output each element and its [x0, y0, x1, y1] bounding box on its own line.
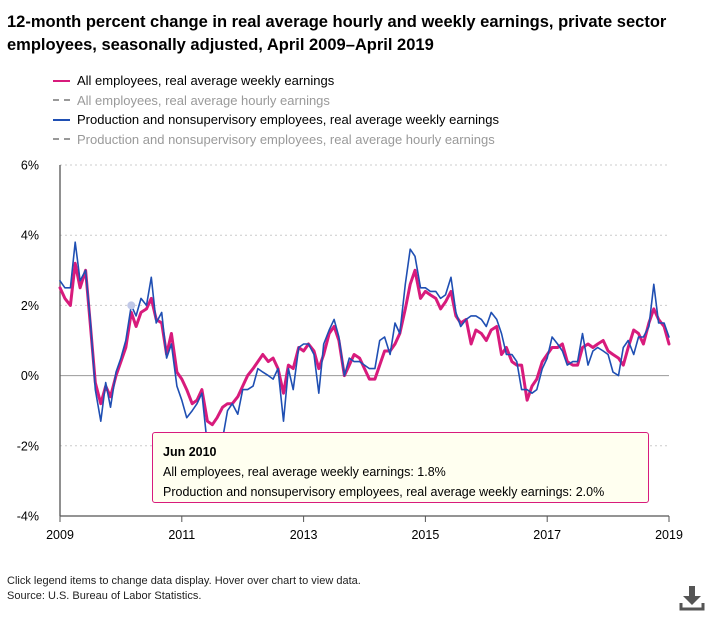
y-tick-label: 0%: [21, 369, 39, 383]
legend-swatch-line: [53, 138, 70, 141]
y-tick-label: -4%: [17, 510, 39, 524]
chart-title: 12-month percent change in real average …: [7, 13, 667, 54]
hover-marker: [127, 301, 136, 310]
x-tick-label: 2017: [533, 528, 561, 542]
y-tick-label: -2%: [17, 439, 39, 453]
legend-item-all-hourly[interactable]: All employees, real average hourly earni…: [53, 91, 499, 111]
download-icon[interactable]: [679, 584, 705, 612]
x-tick-label: 2019: [655, 528, 683, 542]
y-tick-label: 4%: [21, 229, 39, 243]
x-tick-label: 2015: [411, 528, 439, 542]
x-tick-label: 2011: [168, 528, 195, 542]
legend-swatch-line: [53, 118, 70, 121]
y-tick-label: 2%: [21, 299, 39, 313]
legend-label: Production and nonsupervisory employees,…: [77, 131, 495, 147]
x-tick-label: 2009: [46, 528, 74, 542]
legend-item-production-hourly[interactable]: Production and nonsupervisory employees,…: [53, 130, 499, 150]
line-chart[interactable]: 6% 4% 2% 0% -2% -4% 2009 2011 2013 2015 2017 2019: [0, 150, 714, 550]
legend-label: All employees, real average weekly earni…: [77, 73, 335, 89]
legend-swatch-line: [53, 79, 70, 82]
tooltip-title: Jun 2010: [163, 445, 217, 459]
legend-label: All employees, real average hourly earni…: [77, 92, 330, 108]
data-tooltip: Jun 2010 All employees, real average wee…: [152, 432, 649, 503]
source-note: Source: U.S. Bureau of Labor Statistics.: [7, 590, 202, 602]
legend-label: Production and nonsupervisory employees,…: [77, 112, 500, 128]
legend-swatch-line: [53, 99, 70, 102]
footer-note: Click legend items to change data displa…: [7, 575, 361, 587]
series-line-production-weekly: [59, 241, 670, 447]
x-tick-label: 2013: [290, 528, 318, 542]
tooltip-line-production-weekly: Production and nonsupervisory employees,…: [163, 485, 605, 499]
tooltip-line-all-weekly: All employees, real average weekly earni…: [163, 465, 446, 479]
legend-item-production-weekly[interactable]: Production and nonsupervisory employees,…: [53, 110, 499, 130]
y-tick-label: 6%: [21, 159, 39, 173]
legend-item-all-weekly[interactable]: All employees, real average weekly earni…: [53, 71, 499, 91]
legend: All employees, real average weekly earni…: [53, 71, 499, 149]
footer: Click legend items to change data displa…: [7, 574, 361, 604]
series-line-all-weekly: [58, 261, 671, 427]
